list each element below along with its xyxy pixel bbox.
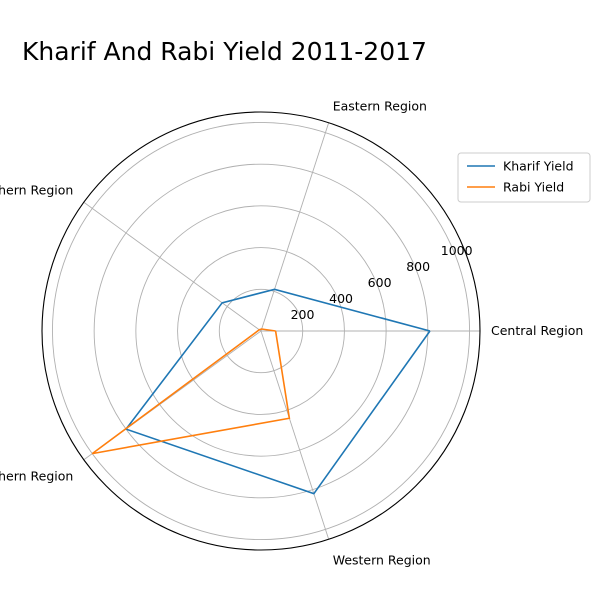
series-layer (91, 288, 431, 495)
polar-frame (41, 111, 481, 551)
grid-spoke (260, 122, 330, 332)
category-label: Central Region (491, 323, 583, 338)
category-label: Western Region (333, 553, 431, 568)
category-label: Northern Region (0, 183, 73, 198)
category-label: Southern Region (0, 468, 73, 483)
legend: Kharif Yield Rabi Yield (457, 152, 591, 203)
series-line-rabi-yield (91, 328, 291, 455)
legend-label-kharif: Kharif Yield (503, 159, 574, 174)
grid-spoke (260, 330, 330, 540)
radial-tick-label: 1000 (441, 243, 473, 258)
grid-spoke (83, 201, 262, 332)
chart-title: Kharif And Rabi Yield 2011-2017 (22, 37, 427, 66)
radial-tick-label: 600 (368, 275, 392, 290)
grid (41, 111, 481, 551)
series-line-kharif-yield (124, 288, 431, 495)
radial-tick-label: 200 (291, 307, 315, 322)
radial-tick-label: 400 (329, 291, 353, 306)
legend-label-rabi: Rabi Yield (503, 180, 564, 195)
labels: 200 400 600 800 1000 Central Region Eastern Re… (0, 98, 583, 567)
category-label: Eastern Region (333, 98, 427, 113)
radial-tick-label: 800 (406, 259, 430, 274)
